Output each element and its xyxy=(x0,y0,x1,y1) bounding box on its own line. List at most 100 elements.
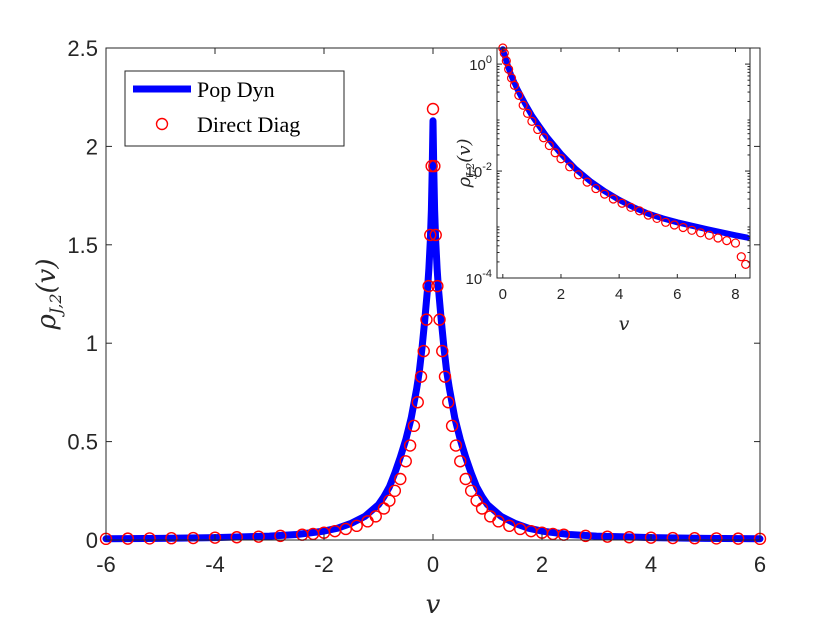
inset-data-point-direct-diag xyxy=(591,183,601,194)
inset-data-point-direct-diag xyxy=(533,124,543,135)
inset-x-tick-label: 6 xyxy=(673,286,681,303)
inset-y-tick-label: 100 xyxy=(469,54,492,74)
inset-axes: 0 2 4 6 8 10-4 10-2 100 v ρJ,2(v) xyxy=(454,43,751,335)
data-point-direct-diag xyxy=(394,472,407,486)
data-point-direct-diag xyxy=(186,531,200,545)
x-tick-label: -6 xyxy=(96,552,116,577)
x-tick-label: 2 xyxy=(536,552,548,577)
legend-label-pop-dyn: Pop Dyn xyxy=(197,77,275,102)
legend-box xyxy=(124,70,345,147)
inset-axes-box xyxy=(496,47,751,279)
inset-data-point-direct-diag xyxy=(687,225,697,235)
data-point-direct-diag xyxy=(369,510,382,523)
main-y-label-symbol: ρ xyxy=(32,314,62,331)
data-point-direct-diag xyxy=(411,396,424,409)
data-point-direct-diag xyxy=(383,494,396,507)
inset-plot-area xyxy=(497,48,750,278)
data-point-direct-diag xyxy=(445,419,459,433)
data-point-direct-diag xyxy=(350,519,363,533)
data-point-direct-diag xyxy=(431,279,444,293)
data-point-direct-diag xyxy=(420,313,433,326)
data-point-direct-diag xyxy=(208,531,222,544)
inset-data-layer xyxy=(498,43,751,269)
data-point-direct-diag xyxy=(407,419,421,433)
inset-x-tick-label: 8 xyxy=(731,286,739,303)
data-point-direct-diag xyxy=(274,529,287,543)
inset-data-point-direct-diag xyxy=(509,80,520,90)
inset-data-point-direct-diag xyxy=(573,170,584,180)
series-line-pop-dyn xyxy=(102,117,764,543)
inset-y-tick-label: 10-2 xyxy=(466,161,492,181)
data-point-direct-diag xyxy=(438,370,452,383)
data-point-direct-diag xyxy=(428,159,441,173)
inset-data-point-direct-diag xyxy=(550,148,560,158)
data-point-direct-diag xyxy=(492,515,505,528)
x-tick-label: 6 xyxy=(754,552,766,577)
data-point-direct-diag xyxy=(623,531,636,544)
inset-data-point-direct-diag xyxy=(652,213,662,224)
inset-data-point-direct-diag xyxy=(522,108,533,118)
data-point-direct-diag xyxy=(429,228,442,242)
x-tick-label: 0 xyxy=(427,552,439,577)
inset-y-label-argument: (v) xyxy=(454,138,475,162)
data-point-direct-diag xyxy=(454,455,467,468)
inset-data-point-direct-diag xyxy=(643,210,653,220)
data-point-direct-diag xyxy=(601,530,614,543)
inset-tick-labels: 0 2 4 6 8 10-4 10-2 100 xyxy=(466,54,740,303)
inset-data-point-direct-diag xyxy=(626,202,636,212)
data-point-direct-diag xyxy=(417,344,430,358)
inset-data-point-direct-diag xyxy=(527,116,537,126)
inset-x-tick-label: 4 xyxy=(615,286,623,303)
main-data-layer xyxy=(99,102,767,546)
svg-text:ρJ,2(v): ρJ,2(v) xyxy=(32,258,65,330)
inset-data-point-direct-diag xyxy=(722,236,732,246)
data-point-direct-diag xyxy=(252,530,265,543)
main-tick-labels: -6 -4 -2 0 2 4 6 0 0.5 1 1.5 2 2.5 xyxy=(67,36,766,577)
y-tick-label: 2.5 xyxy=(67,36,98,61)
inset-data-point-direct-diag xyxy=(518,100,528,110)
legend: Pop Dyn Direct Diag xyxy=(124,70,345,147)
data-point-direct-diag xyxy=(424,228,437,242)
inset-data-point-direct-diag xyxy=(669,220,679,230)
data-point-direct-diag xyxy=(579,529,592,543)
main-y-label-subscript: J,2 xyxy=(46,293,65,317)
inset-data-point-direct-diag xyxy=(678,222,688,233)
data-point-direct-diag xyxy=(475,502,489,515)
data-point-direct-diag xyxy=(644,531,658,544)
inset-ticks xyxy=(497,47,750,279)
inset-data-point-direct-diag xyxy=(695,228,706,238)
data-point-direct-diag xyxy=(503,519,516,533)
inset-y-label: ρJ,2(v) xyxy=(454,138,477,188)
inset-y-label-symbol: ρ xyxy=(454,177,475,189)
data-point-direct-diag xyxy=(464,484,478,497)
inset-data-point-direct-diag xyxy=(544,140,554,151)
inset-data-point-direct-diag xyxy=(713,233,723,243)
main-x-label: v xyxy=(426,590,441,620)
x-tick-label: -4 xyxy=(205,552,225,577)
inset-data-point-direct-diag xyxy=(538,133,549,143)
y-tick-label: 1.5 xyxy=(67,233,98,258)
x-tick-label: 4 xyxy=(645,552,657,577)
legend-marker-direct-diag xyxy=(155,117,169,131)
data-point-direct-diag xyxy=(459,472,472,486)
data-point-direct-diag xyxy=(399,455,412,468)
inset-data-point-direct-diag xyxy=(704,230,714,240)
inset-series-line-pop-dyn xyxy=(499,46,751,241)
inset-data-point-direct-diag xyxy=(730,238,741,248)
main-y-label-argument: (v) xyxy=(32,258,62,293)
data-point-direct-diag xyxy=(666,531,679,545)
data-point-direct-diag xyxy=(143,532,156,545)
y-tick-label: 1 xyxy=(86,331,98,356)
legend-label-direct-diag: Direct Diag xyxy=(197,112,300,137)
inset-x-tick-label: 0 xyxy=(499,286,507,303)
data-point-direct-diag xyxy=(230,531,244,544)
data-point-direct-diag xyxy=(426,102,440,116)
data-point-direct-diag xyxy=(449,439,463,452)
inset-y-tick-label: 10-4 xyxy=(466,268,492,288)
data-point-direct-diag xyxy=(121,532,135,545)
inset-data-point-direct-diag xyxy=(661,217,671,227)
data-point-direct-diag xyxy=(422,279,435,293)
inset-data-point-direct-diag xyxy=(556,154,566,164)
data-point-direct-diag xyxy=(710,532,723,545)
